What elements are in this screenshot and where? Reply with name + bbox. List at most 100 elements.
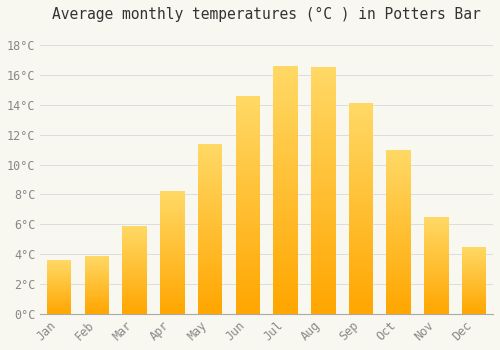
Bar — [462, 285, 486, 286]
Bar — [84, 268, 109, 269]
Bar — [348, 255, 374, 257]
Bar — [424, 295, 448, 296]
Bar — [386, 304, 411, 306]
Bar — [386, 212, 411, 214]
Bar — [236, 303, 260, 305]
Bar — [311, 257, 336, 260]
Bar — [236, 111, 260, 113]
Bar — [236, 248, 260, 251]
Bar — [198, 261, 222, 263]
Bar — [386, 225, 411, 227]
Bar — [160, 217, 184, 218]
Bar — [236, 222, 260, 224]
Bar — [311, 188, 336, 191]
Bar — [348, 152, 374, 154]
Bar — [311, 274, 336, 277]
Bar — [462, 252, 486, 253]
Bar — [236, 139, 260, 142]
Bar — [386, 278, 411, 279]
Bar — [198, 196, 222, 198]
Bar — [348, 230, 374, 232]
Bar — [47, 306, 72, 307]
Bar — [348, 276, 374, 278]
Bar — [274, 200, 298, 202]
Bar — [84, 256, 109, 257]
Bar — [348, 162, 374, 164]
Bar — [311, 250, 336, 252]
Bar — [274, 76, 298, 78]
Bar — [424, 249, 448, 250]
Bar — [198, 206, 222, 208]
Bar — [84, 310, 109, 311]
Bar — [462, 284, 486, 285]
Bar — [424, 254, 448, 255]
Bar — [348, 206, 374, 209]
Bar — [311, 114, 336, 117]
Bar — [47, 308, 72, 309]
Bar — [462, 287, 486, 288]
Bar — [311, 80, 336, 82]
Bar — [47, 305, 72, 306]
Bar — [160, 207, 184, 209]
Bar — [160, 196, 184, 197]
Bar — [311, 173, 336, 176]
Bar — [198, 144, 222, 145]
Bar — [424, 217, 448, 218]
Bar — [311, 82, 336, 85]
Bar — [348, 270, 374, 272]
Bar — [236, 185, 260, 187]
Bar — [160, 295, 184, 297]
Bar — [84, 306, 109, 307]
Bar — [311, 109, 336, 112]
Bar — [424, 236, 448, 237]
Bar — [160, 267, 184, 268]
Bar — [236, 290, 260, 292]
Bar — [236, 172, 260, 174]
Bar — [462, 274, 486, 275]
Bar — [160, 287, 184, 288]
Bar — [274, 155, 298, 158]
Bar — [274, 279, 298, 282]
Bar — [236, 135, 260, 137]
Bar — [236, 294, 260, 296]
Bar — [47, 264, 72, 265]
Bar — [236, 155, 260, 157]
Bar — [462, 308, 486, 309]
Bar — [311, 124, 336, 127]
Bar — [424, 266, 448, 267]
Bar — [198, 191, 222, 193]
Bar — [424, 271, 448, 272]
Bar — [311, 284, 336, 287]
Bar — [47, 312, 72, 313]
Bar — [462, 251, 486, 252]
Bar — [198, 299, 222, 300]
Bar — [386, 179, 411, 181]
Bar — [84, 276, 109, 277]
Bar — [462, 306, 486, 307]
Bar — [160, 310, 184, 312]
Bar — [198, 293, 222, 295]
Bar — [47, 265, 72, 266]
Bar — [424, 234, 448, 235]
Bar — [311, 238, 336, 240]
Bar — [311, 141, 336, 144]
Bar — [84, 304, 109, 305]
Bar — [386, 192, 411, 194]
Bar — [122, 283, 147, 284]
Bar — [160, 245, 184, 246]
Bar — [424, 285, 448, 286]
Bar — [160, 262, 184, 264]
Bar — [424, 270, 448, 271]
Bar — [198, 251, 222, 253]
Bar — [122, 258, 147, 259]
Bar — [198, 154, 222, 155]
Bar — [236, 98, 260, 100]
Bar — [198, 268, 222, 270]
Bar — [84, 297, 109, 298]
Bar — [274, 287, 298, 289]
Bar — [274, 113, 298, 116]
Bar — [84, 279, 109, 280]
Bar — [462, 278, 486, 279]
Bar — [198, 266, 222, 268]
Bar — [160, 276, 184, 277]
